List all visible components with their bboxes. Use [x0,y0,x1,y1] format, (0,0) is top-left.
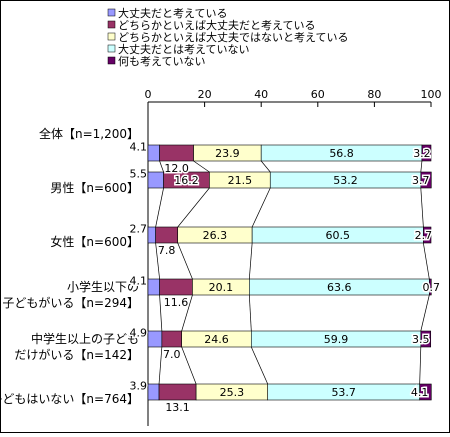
legend-swatch-3 [107,44,116,53]
value-label-0-2: 23.9 [215,147,240,160]
connector-0-3 [420,160,423,173]
x-tick-label-3: 60 [311,88,325,101]
bars [147,144,432,401]
connector-2-2 [248,242,253,280]
connector-3-3 [420,294,430,332]
value-label-4-4: 3.5 [412,333,430,346]
legend-label-4: 何も考えていない [118,55,205,68]
bar-segment-2-1 [155,226,179,244]
x-tick-label-1: 20 [198,88,212,101]
bar-segment-2-0 [147,226,156,244]
category-label-0-0: 全体【n=1,200】 [39,126,139,141]
value-label-1-2: 21.5 [228,174,253,187]
category-label-3-0: 小学生以下の [67,279,139,294]
bar-segment-4-4 [420,330,432,348]
x-tick-label-5: 100 [421,88,442,101]
legend-swatch-2 [107,32,116,41]
bar-segment-3-1 [159,278,193,296]
bar-segment-1-0 [147,171,164,189]
value-label-0-4: 3.2 [413,147,431,160]
legend-swatch-4 [107,56,116,65]
x-tick-label-2: 40 [254,88,268,101]
value-label-2-4: 2.7 [415,229,433,242]
category-label-5-0: 子どもはいない【n=764】 [1,392,139,406]
bar-segment-1-4 [420,171,432,189]
category-label-2-0: 女性【n=600】 [50,234,139,249]
bar-segment-0-1 [159,144,194,162]
bar-segment-3-0 [147,278,160,296]
value-label-2-2: 26.3 [203,229,228,242]
category-labels: 全体【n=1,200】男性【n=600】女性【n=600】小学生以下の子どもがい… [0,126,139,406]
value-label-0-3: 56.8 [329,147,354,160]
value-label-3-2: 20.1 [209,281,234,294]
value-label-2-1: 7.8 [158,244,176,257]
value-label-1-4: 3.7 [412,174,430,187]
value-label-2-3: 60.5 [326,229,351,242]
connector-3-2 [248,294,252,332]
connector-2-0 [155,242,160,280]
connector-lines [155,160,430,385]
value-label-1-0: 5.5 [130,167,148,180]
connector-4-3 [419,346,422,385]
connector-1-0 [155,187,164,228]
x-tick-label-0: 0 [145,88,152,101]
value-label-3-4: 0.7 [423,281,441,294]
connector-4-0 [158,346,163,385]
connector-0-2 [260,160,271,173]
value-label-5-0: 3.9 [130,379,148,392]
value-label-0-0: 4.1 [130,140,148,153]
value-label-0-1: 12.0 [164,162,189,175]
value-label-3-3: 63.6 [327,281,352,294]
category-label-1-0: 男性【n=600】 [50,181,139,195]
bar-segment-5-1 [158,383,197,401]
value-label-1-3: 53.2 [333,174,358,187]
value-label-4-0: 4.9 [130,326,148,339]
bar-segment-4-0 [147,330,163,348]
bar-segment-5-0 [147,383,160,401]
legend: 大丈夫だと考えているどちらかといえば大丈夫だと考えているどちらかといえば大丈夫で… [107,6,348,68]
connector-4-2 [250,346,269,385]
connector-0-0 [159,160,164,173]
value-label-5-3: 53.7 [331,386,356,399]
value-label-5-4: 4.1 [411,386,429,399]
x-axis: 0 20 40 60 80 100 [145,88,442,426]
value-label-4-2: 24.6 [204,333,229,346]
connector-4-1 [181,346,197,385]
legend-swatch-1 [107,20,116,29]
value-label-4-3: 59.9 [324,333,349,346]
value-label-4-1: 7.0 [163,348,181,361]
value-label-2-0: 2.7 [130,222,148,235]
value-label-3-1: 11.6 [164,296,189,309]
value-label-1-1: 16.2 [174,174,199,187]
category-label-4-0: 中学生以上の子ども [31,331,139,346]
legend-label-0: 大丈夫だと考えている [118,6,227,20]
connector-0-1 [193,160,210,173]
legend-label-1: どちらかといえば大丈夫だと考えている [118,18,315,32]
value-label-3-0: 4.1 [130,274,148,287]
bar-segment-0-4 [421,144,432,162]
value-labels: 4.1 12.0 23.9 56.8 3.2 5.5 16.2 21.5 53.2 3.7 2.7 7… [128,139,442,416]
bar-segment-4-1 [161,330,182,348]
bar-segment-0-0 [147,144,160,162]
value-label-5-1: 13.1 [165,401,190,414]
connector-1-3 [420,187,424,228]
category-label-3-1: 子どもがいる【n=294】 [2,295,139,310]
bar-segment-5-4 [419,383,432,401]
connector-3-1 [181,294,193,332]
connector-2-1 [177,242,193,280]
connector-1-2 [251,187,271,228]
legend-swatch-0 [107,8,116,17]
legend-label-3: 大丈夫だとは考えていない [118,42,249,56]
connector-1-1 [177,187,210,228]
legend-label-2: どちらかといえば大丈夫ではないと考えている [118,30,348,44]
connector-3-0 [159,294,163,332]
category-label-4-1: だけがいる【n=142】 [14,347,139,362]
bar-segment-2-4 [423,226,432,244]
connector-2-3 [423,242,430,280]
bar-segment-3-4 [429,278,432,296]
value-label-5-2: 25.3 [220,386,245,399]
x-tick-label-4: 80 [367,88,381,101]
